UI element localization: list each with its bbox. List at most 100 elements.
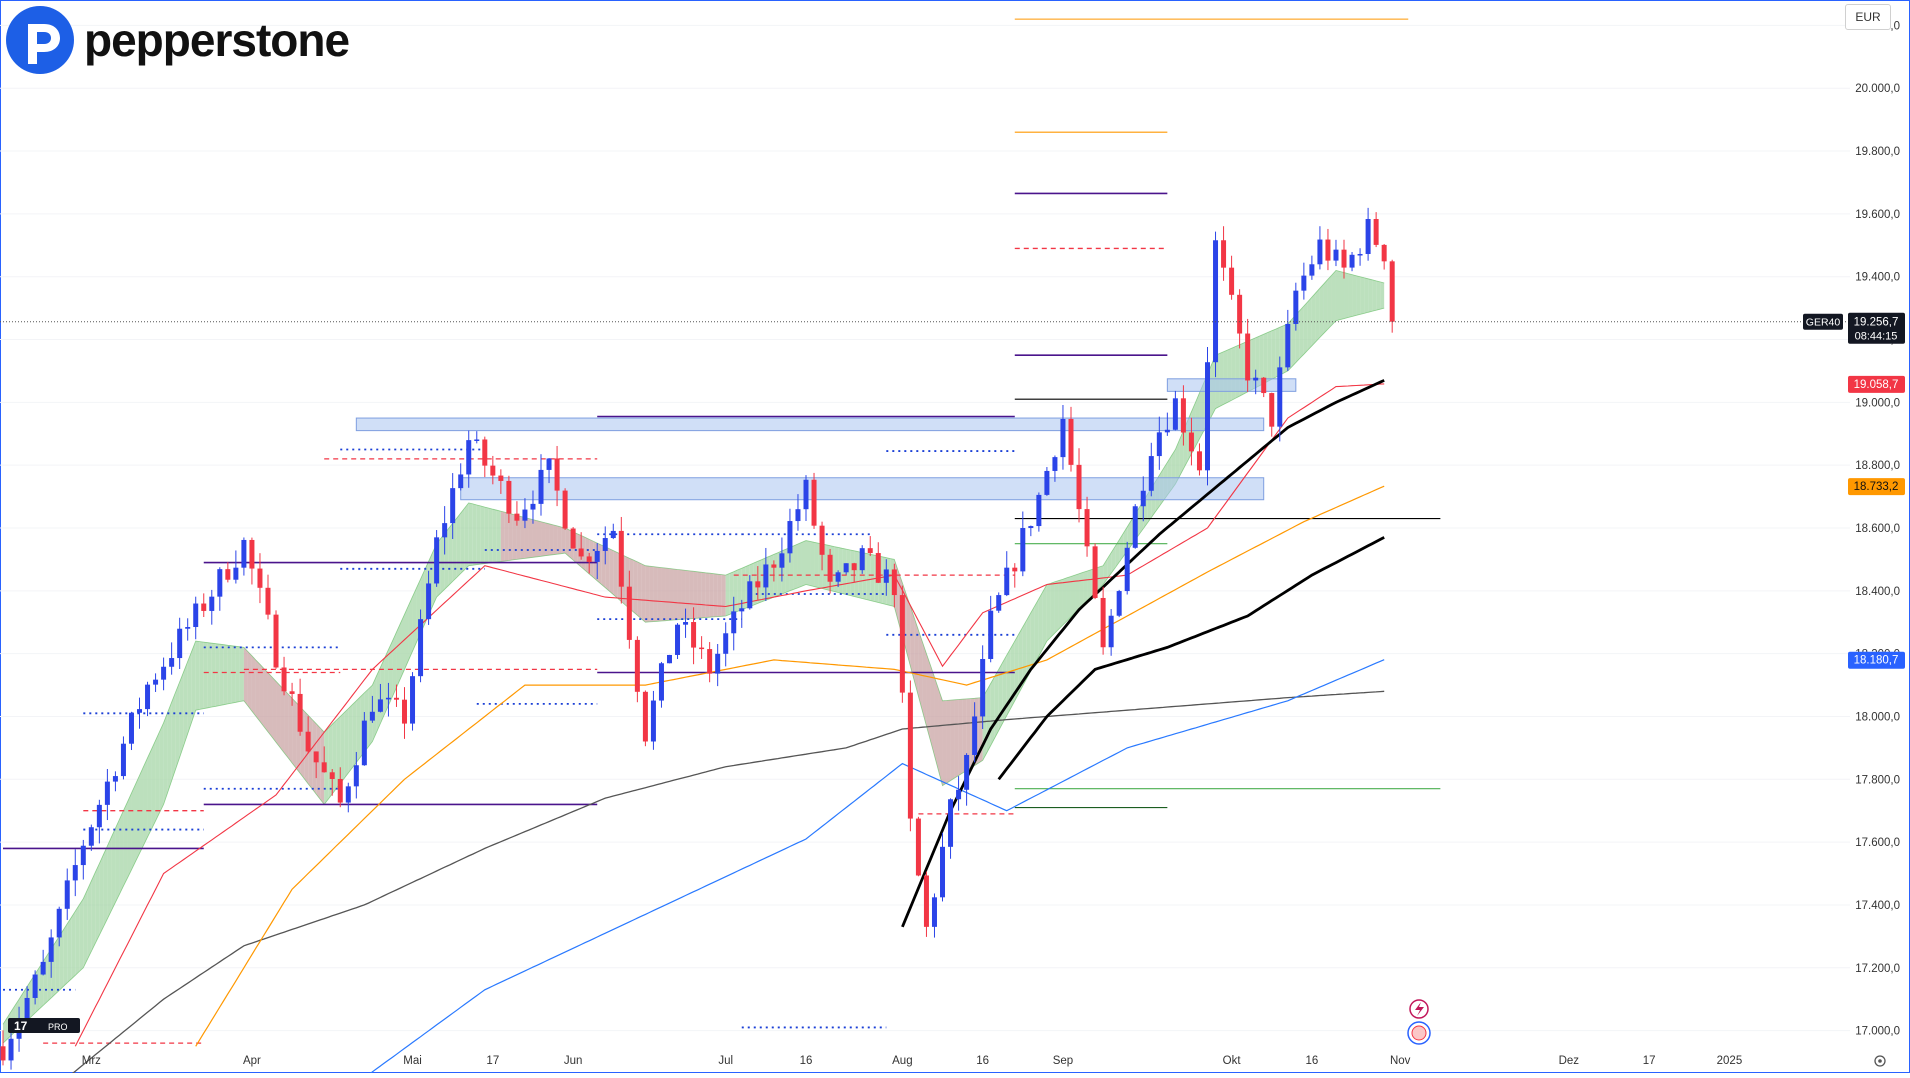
cloud-segment bbox=[1259, 334, 1264, 386]
cloud-segment bbox=[1062, 577, 1067, 625]
cloud-segment bbox=[59, 930, 64, 991]
candle-body bbox=[626, 586, 632, 640]
candle-body bbox=[153, 679, 159, 685]
candle-body bbox=[1092, 546, 1098, 598]
time-axis-label: Jun bbox=[564, 1055, 583, 1067]
time-axis-label: Sep bbox=[1053, 1055, 1073, 1067]
cloud-segment bbox=[585, 537, 590, 574]
cloud-segment bbox=[545, 522, 550, 556]
candle-body bbox=[1132, 506, 1138, 548]
cloud-segment bbox=[412, 587, 417, 652]
candle-body bbox=[530, 503, 536, 510]
cloud-segment bbox=[1275, 327, 1280, 378]
cloud-segment bbox=[850, 549, 855, 597]
cloud-segment bbox=[1255, 336, 1260, 388]
candle-body bbox=[1060, 418, 1066, 458]
candle-body bbox=[1277, 367, 1283, 427]
currency-selector[interactable]: EUR bbox=[1845, 4, 1891, 30]
cloud-segment bbox=[649, 566, 654, 622]
candle-body bbox=[353, 765, 359, 787]
cloud-segment bbox=[187, 651, 192, 734]
cloud-segment bbox=[1042, 584, 1047, 649]
candle-body bbox=[337, 778, 343, 803]
cloud-segment bbox=[1344, 272, 1349, 319]
candle-body bbox=[843, 563, 849, 573]
cloud-segment bbox=[793, 544, 798, 590]
time-axis[interactable]: Mrz Apr Mai 17 Jun Jul 16 Aug 16 Sep Okt 16 Nov Dez 17… bbox=[82, 1055, 1886, 1067]
candle-body bbox=[1036, 494, 1042, 527]
cloud-segment bbox=[697, 571, 702, 619]
cloud-segment bbox=[966, 698, 971, 771]
cloud-segment bbox=[561, 526, 566, 554]
cloud-segment bbox=[1311, 292, 1316, 346]
candle-body bbox=[1188, 432, 1194, 452]
cloud-segment bbox=[669, 568, 674, 621]
cloud-segment bbox=[219, 644, 224, 706]
cloud-segment bbox=[801, 540, 806, 587]
cloud-segment bbox=[1179, 430, 1184, 477]
cloud-segment bbox=[689, 570, 694, 619]
cloud-segment bbox=[838, 547, 843, 594]
candle-body bbox=[1229, 267, 1235, 295]
candle-body bbox=[233, 567, 239, 580]
cloud-segment bbox=[906, 594, 911, 667]
candle-body bbox=[217, 569, 223, 597]
time-axis-label: Mrz bbox=[82, 1055, 101, 1067]
candle-body bbox=[48, 937, 54, 962]
cloud-segment bbox=[717, 574, 722, 617]
price-axis-label: 17.400,0 bbox=[1855, 900, 1900, 912]
cloud-segment bbox=[641, 563, 646, 623]
cloud-segment bbox=[207, 642, 212, 708]
candle-body bbox=[1213, 240, 1219, 363]
cloud-segment bbox=[1030, 605, 1035, 671]
cloud-segment bbox=[131, 784, 136, 870]
candle-body bbox=[442, 523, 448, 538]
candle-body bbox=[907, 692, 913, 819]
cloud-segment bbox=[1014, 634, 1019, 701]
candle-body bbox=[1156, 432, 1162, 457]
candle-body bbox=[321, 762, 327, 773]
cloud-segment bbox=[725, 573, 730, 616]
candle-body bbox=[755, 581, 761, 588]
candle-body bbox=[691, 622, 697, 648]
cloud-segment bbox=[199, 641, 204, 710]
tradingview-pro-text: PRO bbox=[48, 1022, 68, 1032]
cloud-segment bbox=[1183, 421, 1188, 469]
candle-body bbox=[361, 720, 367, 766]
cloud-segment bbox=[195, 641, 200, 711]
candle-body bbox=[1269, 393, 1275, 427]
candle-body bbox=[1285, 323, 1291, 368]
cloud-segment bbox=[239, 646, 244, 702]
candle-body bbox=[64, 880, 70, 909]
price-axis-label: 19.800,0 bbox=[1855, 146, 1900, 158]
cloud-segment bbox=[1087, 569, 1092, 601]
cloud-segment bbox=[1075, 573, 1080, 613]
supply-demand-zone bbox=[1166, 378, 1297, 392]
time-axis-label: 16 bbox=[976, 1055, 989, 1067]
cloud-segment bbox=[934, 677, 939, 771]
cloud-segment bbox=[1034, 598, 1039, 664]
price-axis-label: 19.400,0 bbox=[1855, 272, 1900, 284]
cloud-segment bbox=[822, 543, 827, 590]
price-level-badge-value: 18.733,2 bbox=[1854, 481, 1899, 493]
candle-body bbox=[1140, 490, 1146, 507]
time-axis-label: 17 bbox=[1643, 1055, 1656, 1067]
cloud-segment bbox=[203, 642, 208, 709]
cloud-segment bbox=[292, 698, 297, 769]
cloud-segment bbox=[332, 720, 337, 794]
cloud-segment bbox=[962, 698, 967, 774]
cloud-segment bbox=[1223, 350, 1228, 405]
cloud-segment bbox=[769, 554, 774, 599]
cloud-segment bbox=[846, 549, 851, 596]
candle-body bbox=[418, 619, 424, 677]
cloud-segment bbox=[733, 569, 738, 613]
pepperstone-logo: pepperstone bbox=[4, 4, 350, 76]
cloud-segment bbox=[597, 543, 602, 585]
candle-body bbox=[723, 633, 729, 654]
candle-body bbox=[875, 553, 881, 583]
candle-body bbox=[137, 709, 143, 713]
price-axis-label: 18.000,0 bbox=[1855, 711, 1900, 723]
candle-body bbox=[915, 818, 921, 876]
